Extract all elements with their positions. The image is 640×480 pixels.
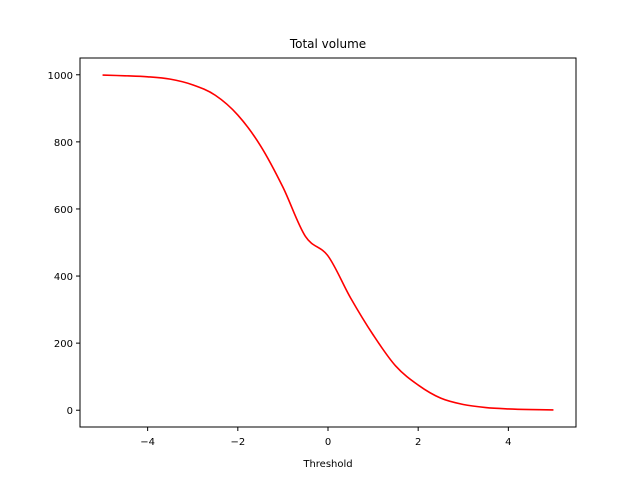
series-line-0 <box>102 74 554 411</box>
y-tick-label: 800 <box>54 138 73 149</box>
x-axis-title: Threshold <box>302 459 352 470</box>
y-tick-label: 0 <box>67 406 73 417</box>
y-tick-label: 1000 <box>48 71 73 82</box>
y-axis: 0 200 400 600 800 1000 <box>48 71 80 417</box>
x-tick-label: −2 <box>230 437 245 448</box>
axes-frame <box>79 57 577 428</box>
x-tick-label: −4 <box>140 437 155 448</box>
x-tick-label: 4 <box>505 437 511 448</box>
x-tick-label: 0 <box>325 437 331 448</box>
x-axis: −4 −2 0 2 4 <box>140 427 512 448</box>
y-tick-label: 600 <box>54 205 73 216</box>
chart-title: Total volume <box>289 37 366 51</box>
plot-area <box>102 74 554 411</box>
x-tick-label: 2 <box>415 437 421 448</box>
y-tick-label: 200 <box>54 339 73 350</box>
y-tick-label: 400 <box>54 272 73 283</box>
